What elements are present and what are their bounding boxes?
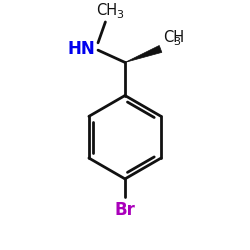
Text: CH: CH [96, 3, 117, 18]
Text: 3: 3 [173, 38, 180, 48]
Text: CH: CH [164, 30, 184, 45]
Polygon shape [125, 46, 162, 62]
Text: HN: HN [67, 40, 95, 58]
Text: 3: 3 [116, 10, 123, 20]
Text: Br: Br [114, 201, 136, 219]
